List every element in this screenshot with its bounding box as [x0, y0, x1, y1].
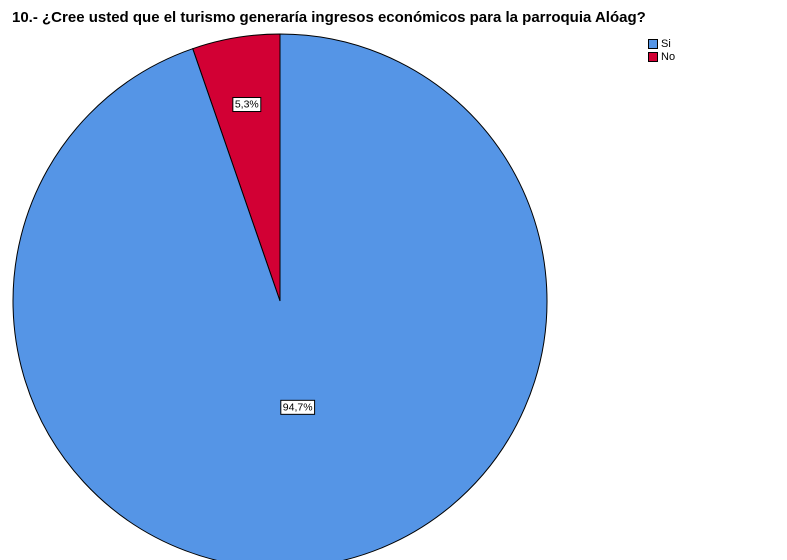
legend-swatch-si — [648, 38, 658, 49]
chart-title: 10.- ¿Cree usted que el turismo generarí… — [12, 9, 646, 26]
slice-label-si: 94,7% — [280, 399, 316, 415]
slice-label-text-si: 94,7% — [283, 401, 313, 413]
legend-label-si: Si — [661, 37, 671, 50]
legend-swatch-no — [648, 51, 658, 62]
legend-item-no: No — [648, 50, 675, 63]
slice-label-no: 5,3% — [232, 97, 262, 113]
slice-label-box-no — [232, 97, 262, 113]
slice-label-text-no: 5,3% — [235, 99, 259, 111]
legend-label-no: No — [661, 50, 676, 63]
pie-slice-si — [12, 33, 548, 560]
legend: Si No — [648, 37, 675, 63]
legend-item-si: Si — [648, 37, 675, 50]
slice-label-box-si — [280, 399, 316, 415]
